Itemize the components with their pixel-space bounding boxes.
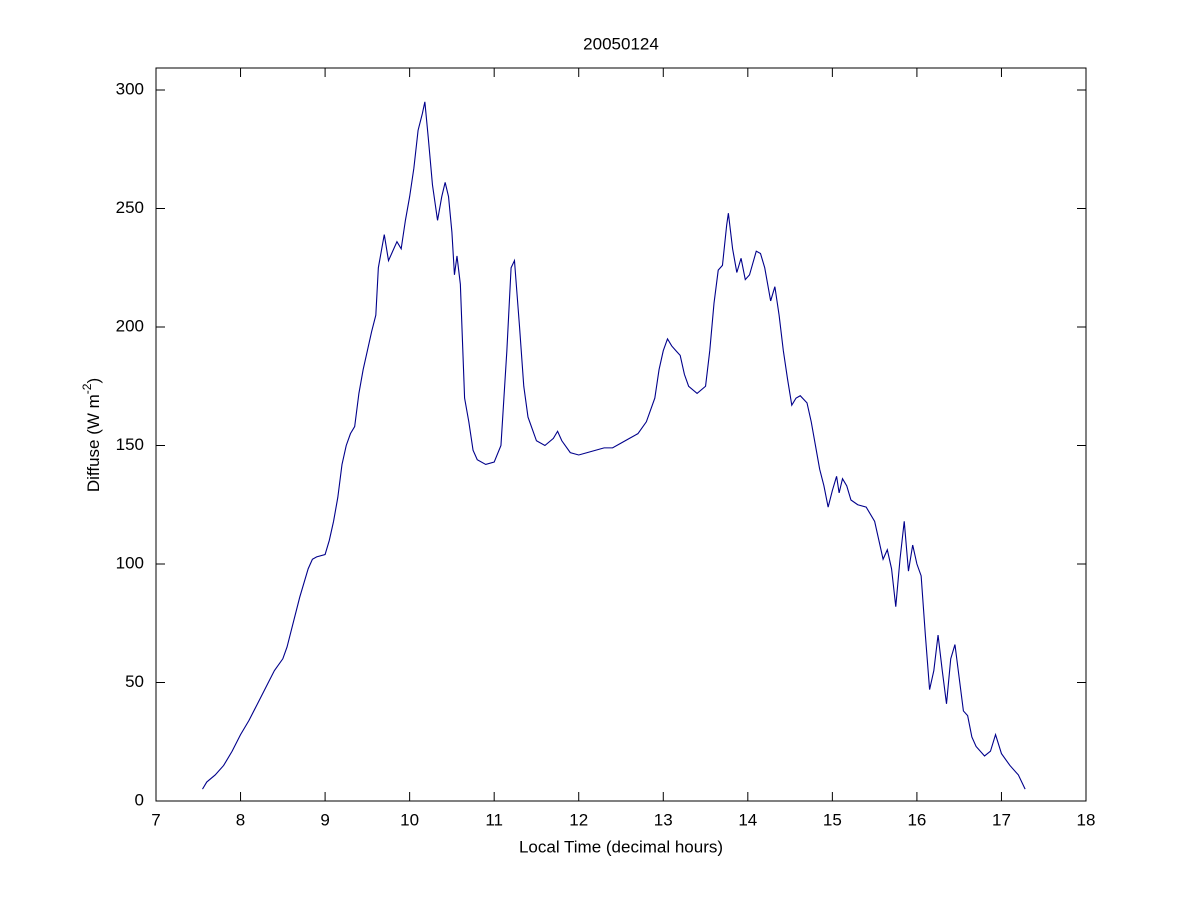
y-tick-label: 250 bbox=[116, 198, 144, 217]
x-tick-label: 7 bbox=[151, 810, 160, 829]
plot-frame bbox=[155, 67, 1087, 802]
x-tick-label: 18 bbox=[1077, 810, 1096, 829]
y-tick-label: 300 bbox=[116, 79, 144, 98]
y-tick-label: 50 bbox=[125, 672, 144, 691]
x-tick-label: 10 bbox=[400, 810, 419, 829]
y-label-text: Diffuse (W m bbox=[84, 394, 103, 492]
y-tick-label: 0 bbox=[135, 790, 144, 809]
y-tick-label: 150 bbox=[116, 435, 144, 454]
y-axis-label: Diffuse (W m-2) bbox=[80, 378, 103, 492]
x-tick-label: 14 bbox=[738, 810, 757, 829]
x-tick-label: 11 bbox=[485, 810, 503, 829]
y-label-superscript: -2 bbox=[80, 383, 94, 394]
x-tick-label: 12 bbox=[569, 810, 588, 829]
x-tick-label: 16 bbox=[907, 810, 926, 829]
x-axis-label: Local Time (decimal hours) bbox=[519, 837, 723, 856]
x-tick-label: 9 bbox=[320, 810, 329, 829]
y-tick-label: 100 bbox=[116, 553, 144, 572]
x-tick-label: 8 bbox=[236, 810, 245, 829]
y-label-suffix: ) bbox=[84, 378, 103, 384]
chart-title: 20050124 bbox=[583, 34, 659, 53]
data-line bbox=[202, 101, 1026, 790]
x-tick-label: 17 bbox=[992, 810, 1011, 829]
x-tick-label: 13 bbox=[654, 810, 673, 829]
y-tick-label: 200 bbox=[116, 316, 144, 335]
x-tick-label: 15 bbox=[823, 810, 842, 829]
